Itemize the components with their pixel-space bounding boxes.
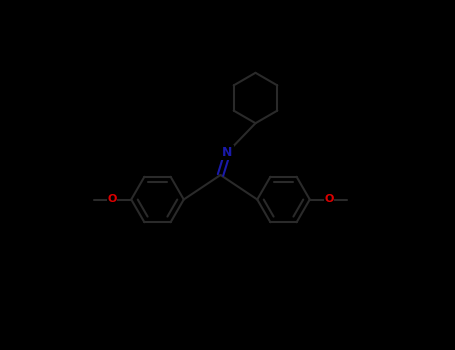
Text: O: O	[107, 195, 116, 204]
Text: O: O	[324, 195, 334, 204]
Text: N: N	[222, 146, 233, 159]
